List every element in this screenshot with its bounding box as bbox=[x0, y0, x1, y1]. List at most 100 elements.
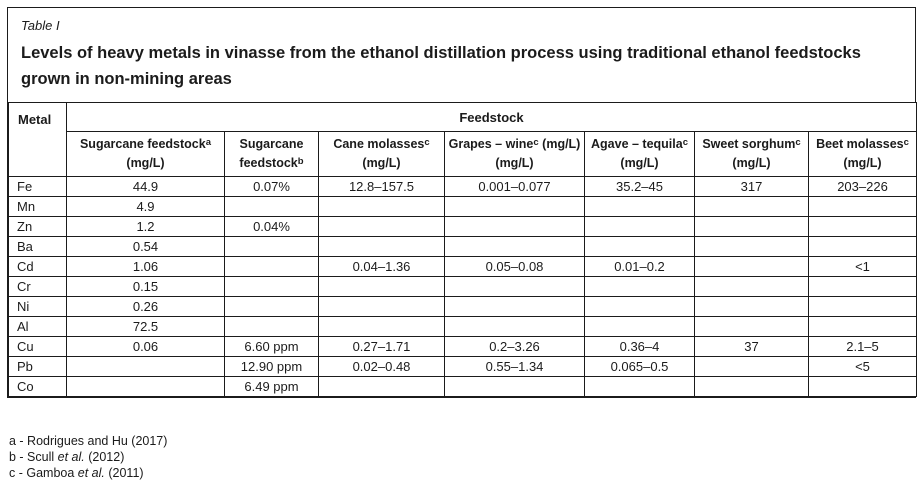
value-cell bbox=[224, 276, 319, 297]
value-cell bbox=[318, 376, 445, 397]
value-cell: <1 bbox=[807, 256, 918, 277]
text-segment: (2012) bbox=[84, 450, 125, 464]
metal-cell: Ba bbox=[8, 236, 67, 257]
value-cell bbox=[318, 276, 445, 297]
value-cell bbox=[444, 196, 585, 217]
value-cell bbox=[318, 196, 445, 217]
text-segment: Beet molasses bbox=[816, 137, 904, 151]
column-header: Cane molassesc (mg/L) bbox=[318, 131, 445, 177]
column-header: Agave – tequilac (mg/L) bbox=[584, 131, 695, 177]
column-header: Grapes – winec (mg/L) (mg/L) bbox=[444, 131, 585, 177]
value-cell: 0.065–0.5 bbox=[584, 356, 695, 377]
value-cell: 0.01–0.2 bbox=[584, 256, 695, 277]
column-header-line: (mg/L) bbox=[696, 154, 807, 173]
table-row: Zn 1.2 0.04% bbox=[8, 216, 918, 237]
text-segment: et al. bbox=[77, 466, 105, 480]
value-cell: 0.27–1.71 bbox=[318, 336, 445, 357]
footnote-marker-sup: a bbox=[205, 136, 212, 148]
value-cell: 4.9 bbox=[66, 196, 225, 217]
value-cell bbox=[318, 296, 445, 317]
value-cell bbox=[318, 216, 445, 237]
value-cell bbox=[66, 356, 225, 377]
metal-cell: Fe bbox=[8, 176, 67, 197]
text-segment: feedstock bbox=[239, 156, 298, 170]
value-cell bbox=[694, 196, 809, 217]
value-cell bbox=[444, 316, 585, 337]
column-header-line: (mg/L) bbox=[446, 154, 583, 173]
value-cell: 6.49 ppm bbox=[224, 376, 319, 397]
value-cell bbox=[66, 376, 225, 397]
table-row: Pb 12.90 ppm 0.02–0.48 0.55–1.34 0.065–0.5 <5 bbox=[8, 356, 918, 377]
value-cell bbox=[444, 216, 585, 237]
metal-cell: Mn bbox=[8, 196, 67, 217]
value-cell: 0.36–4 bbox=[584, 336, 695, 357]
value-cell bbox=[224, 236, 319, 257]
text-segment: (mg/L) bbox=[362, 156, 401, 170]
table-row: Cr 0.15 bbox=[8, 276, 918, 297]
value-cell: 0.06 bbox=[66, 336, 225, 357]
value-cell: <5 bbox=[807, 356, 918, 377]
metal-cell: Cd bbox=[8, 256, 67, 277]
footnotes: a - Rodrigues and Hu (2017) b - Scull et … bbox=[9, 433, 167, 481]
value-cell bbox=[444, 376, 585, 397]
value-cell: 0.07% bbox=[224, 176, 319, 197]
column-header-line: (mg/L) bbox=[320, 154, 443, 173]
value-cell bbox=[224, 296, 319, 317]
value-cell bbox=[807, 316, 918, 337]
table-row: Ni 0.26 bbox=[8, 296, 918, 317]
value-cell: 2.1–5 bbox=[807, 336, 918, 357]
value-cell bbox=[318, 316, 445, 337]
heavy-metals-table: Metal Feedstock Sugarcane feedstocka (mg/… bbox=[8, 102, 918, 397]
column-header-line: (mg/L) bbox=[810, 154, 915, 173]
value-cell bbox=[224, 316, 319, 337]
footnote: c - Gamboa et al. (2011) bbox=[9, 465, 167, 481]
value-cell: 0.02–0.48 bbox=[318, 356, 445, 377]
text-segment: et al. bbox=[57, 450, 85, 464]
table-body: Fe 44.9 0.07% 12.8–157.5 0.001–0.077 35.2–45 3… bbox=[8, 176, 918, 397]
text-segment: Agave – tequila bbox=[591, 137, 683, 151]
column-header-line: Sugarcane feedstocka bbox=[68, 135, 223, 154]
text-segment: (mg/L) bbox=[843, 156, 882, 170]
metal-column-header: Metal bbox=[8, 102, 67, 177]
value-cell bbox=[694, 276, 809, 297]
text-segment: (mg/L) bbox=[620, 156, 659, 170]
value-cell bbox=[584, 196, 695, 217]
value-cell: 0.55–1.34 bbox=[444, 356, 585, 377]
footnote-marker-sup: c bbox=[533, 136, 539, 148]
value-cell: 0.001–0.077 bbox=[444, 176, 585, 197]
value-cell bbox=[584, 236, 695, 257]
column-header-line: Cane molassesc bbox=[320, 135, 443, 154]
column-header: Sugarcane feedstocka (mg/L) bbox=[66, 131, 225, 177]
column-header: Sugarcane feedstockb bbox=[224, 131, 319, 177]
value-cell bbox=[444, 296, 585, 317]
value-cell bbox=[224, 256, 319, 277]
value-cell: 0.54 bbox=[66, 236, 225, 257]
value-cell: 37 bbox=[694, 336, 809, 357]
value-cell: 72.5 bbox=[66, 316, 225, 337]
text-segment: (mg/L) bbox=[732, 156, 771, 170]
table-label: Table I bbox=[21, 18, 60, 33]
value-cell bbox=[584, 316, 695, 337]
value-cell: 6.60 ppm bbox=[224, 336, 319, 357]
footnote-marker-sup: c bbox=[795, 136, 801, 148]
column-header-line: Sugarcane bbox=[226, 135, 317, 154]
feedstock-group-header: Feedstock bbox=[65, 102, 918, 132]
text-segment: Cane molasses bbox=[333, 137, 425, 151]
metal-cell: Al bbox=[8, 316, 67, 337]
text-segment: (mg/L) bbox=[538, 137, 581, 151]
text-segment: Sweet sorghum bbox=[702, 137, 796, 151]
column-header-line: Agave – tequilac bbox=[586, 135, 693, 154]
footnote-marker-sup: c bbox=[682, 136, 688, 148]
value-cell bbox=[694, 236, 809, 257]
text-segment: a - Rodrigues and Hu (2017) bbox=[9, 434, 168, 448]
value-cell bbox=[444, 236, 585, 257]
metal-cell: Cu bbox=[8, 336, 67, 357]
value-cell: 35.2–45 bbox=[584, 176, 695, 197]
footnote-marker-sup: b bbox=[297, 155, 304, 167]
text-segment: (2011) bbox=[104, 466, 144, 480]
table-row: Al 72.5 bbox=[8, 316, 918, 337]
value-cell bbox=[444, 276, 585, 297]
column-header-line: Grapes – winec (mg/L) bbox=[446, 135, 583, 154]
text-segment: Sugarcane bbox=[239, 137, 304, 151]
value-cell: 0.05–0.08 bbox=[444, 256, 585, 277]
